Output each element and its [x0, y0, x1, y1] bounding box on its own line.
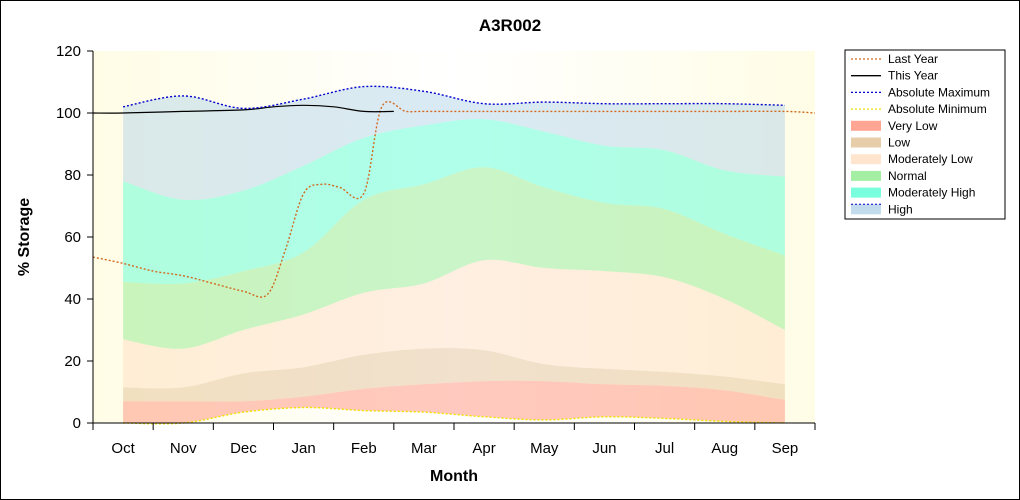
legend-item-very-low: Very Low: [851, 119, 938, 133]
legend-item-moderately-high: Moderately High: [851, 186, 975, 200]
legend-label: Normal: [888, 169, 927, 183]
legend-item-low: Low: [851, 136, 910, 150]
legend-item-last-year: Last Year: [851, 52, 938, 66]
x-tick-label: Jan: [291, 440, 315, 457]
legend-item-normal: Normal: [851, 169, 927, 183]
legend-label: Moderately High: [888, 186, 975, 200]
band-very-low: [123, 380, 785, 424]
y-tick-label: 60: [64, 229, 81, 246]
band-high: [123, 86, 785, 201]
legend-swatch: [851, 120, 881, 131]
bands-layer: [123, 86, 785, 424]
x-tick-label: Nov: [170, 440, 197, 457]
line-this-year: [92, 104, 394, 114]
legend-swatch: [851, 170, 881, 181]
legend-swatch: [851, 154, 881, 165]
y-tick-label: 100: [56, 105, 81, 122]
y-tick-label: 120: [56, 43, 81, 60]
x-tick-label: Jul: [655, 440, 674, 457]
legend-item-moderately-low: Moderately Low: [851, 152, 973, 166]
legend-item-absolute-maximum: Absolute Maximum: [851, 85, 990, 99]
legend-label: Very Low: [888, 119, 938, 133]
legend-swatch: [851, 187, 881, 198]
x-tick-label: Jun: [592, 440, 616, 457]
x-tick-label: Mar: [411, 440, 437, 457]
legend: Last Year This Year Absolute Maximum Absolu…: [844, 49, 1006, 220]
legend-item-absolute-minimum: Absolute Minimum: [851, 102, 987, 116]
legend-item-high: High: [851, 202, 913, 216]
x-tick-label: Apr: [472, 440, 495, 457]
line-last-year: [92, 100, 816, 298]
band-moderately-high: [123, 119, 785, 285]
x-tick-label: Sep: [772, 440, 799, 457]
x-axis-label: Month: [430, 468, 478, 485]
legend-item-this-year: This Year: [851, 69, 938, 83]
lines-layer: [92, 85, 816, 425]
legend-label: Absolute Minimum: [888, 102, 987, 116]
legend-swatch: [851, 204, 881, 215]
x-tick-label: Aug: [711, 440, 738, 457]
x-tick-label: Feb: [351, 440, 377, 457]
band-moderately-low: [123, 259, 785, 389]
y-tick-label: 40: [64, 291, 81, 308]
y-tick-label: 80: [64, 167, 81, 184]
plot-background: [93, 51, 815, 423]
line-absolute-minimum: [123, 406, 785, 425]
legend-label: Low: [888, 136, 910, 150]
legend-label: High: [888, 202, 913, 216]
x-tick-label: Oct: [111, 440, 135, 457]
legend-label: Last Year: [888, 52, 938, 66]
legend-label: This Year: [888, 69, 938, 83]
y-axis-label: % Storage: [16, 198, 33, 276]
chart-title: A3R002: [479, 16, 541, 35]
x-tick-label: May: [530, 440, 559, 457]
band-low: [123, 348, 785, 402]
band-normal: [123, 167, 785, 349]
x-tick-label: Dec: [230, 440, 257, 457]
legend-label: Absolute Maximum: [888, 85, 990, 99]
y-tick-label: 0: [73, 415, 81, 432]
y-tick-label: 20: [64, 353, 81, 370]
axes-layer: 0 20 40 60 80 100 120 Oct Nov Dec Jan Feb Mar Apr May J…: [56, 43, 816, 457]
legend-label: Moderately Low: [888, 152, 973, 166]
legend-swatch: [851, 137, 881, 148]
line-absolute-maximum: [122, 85, 785, 110]
